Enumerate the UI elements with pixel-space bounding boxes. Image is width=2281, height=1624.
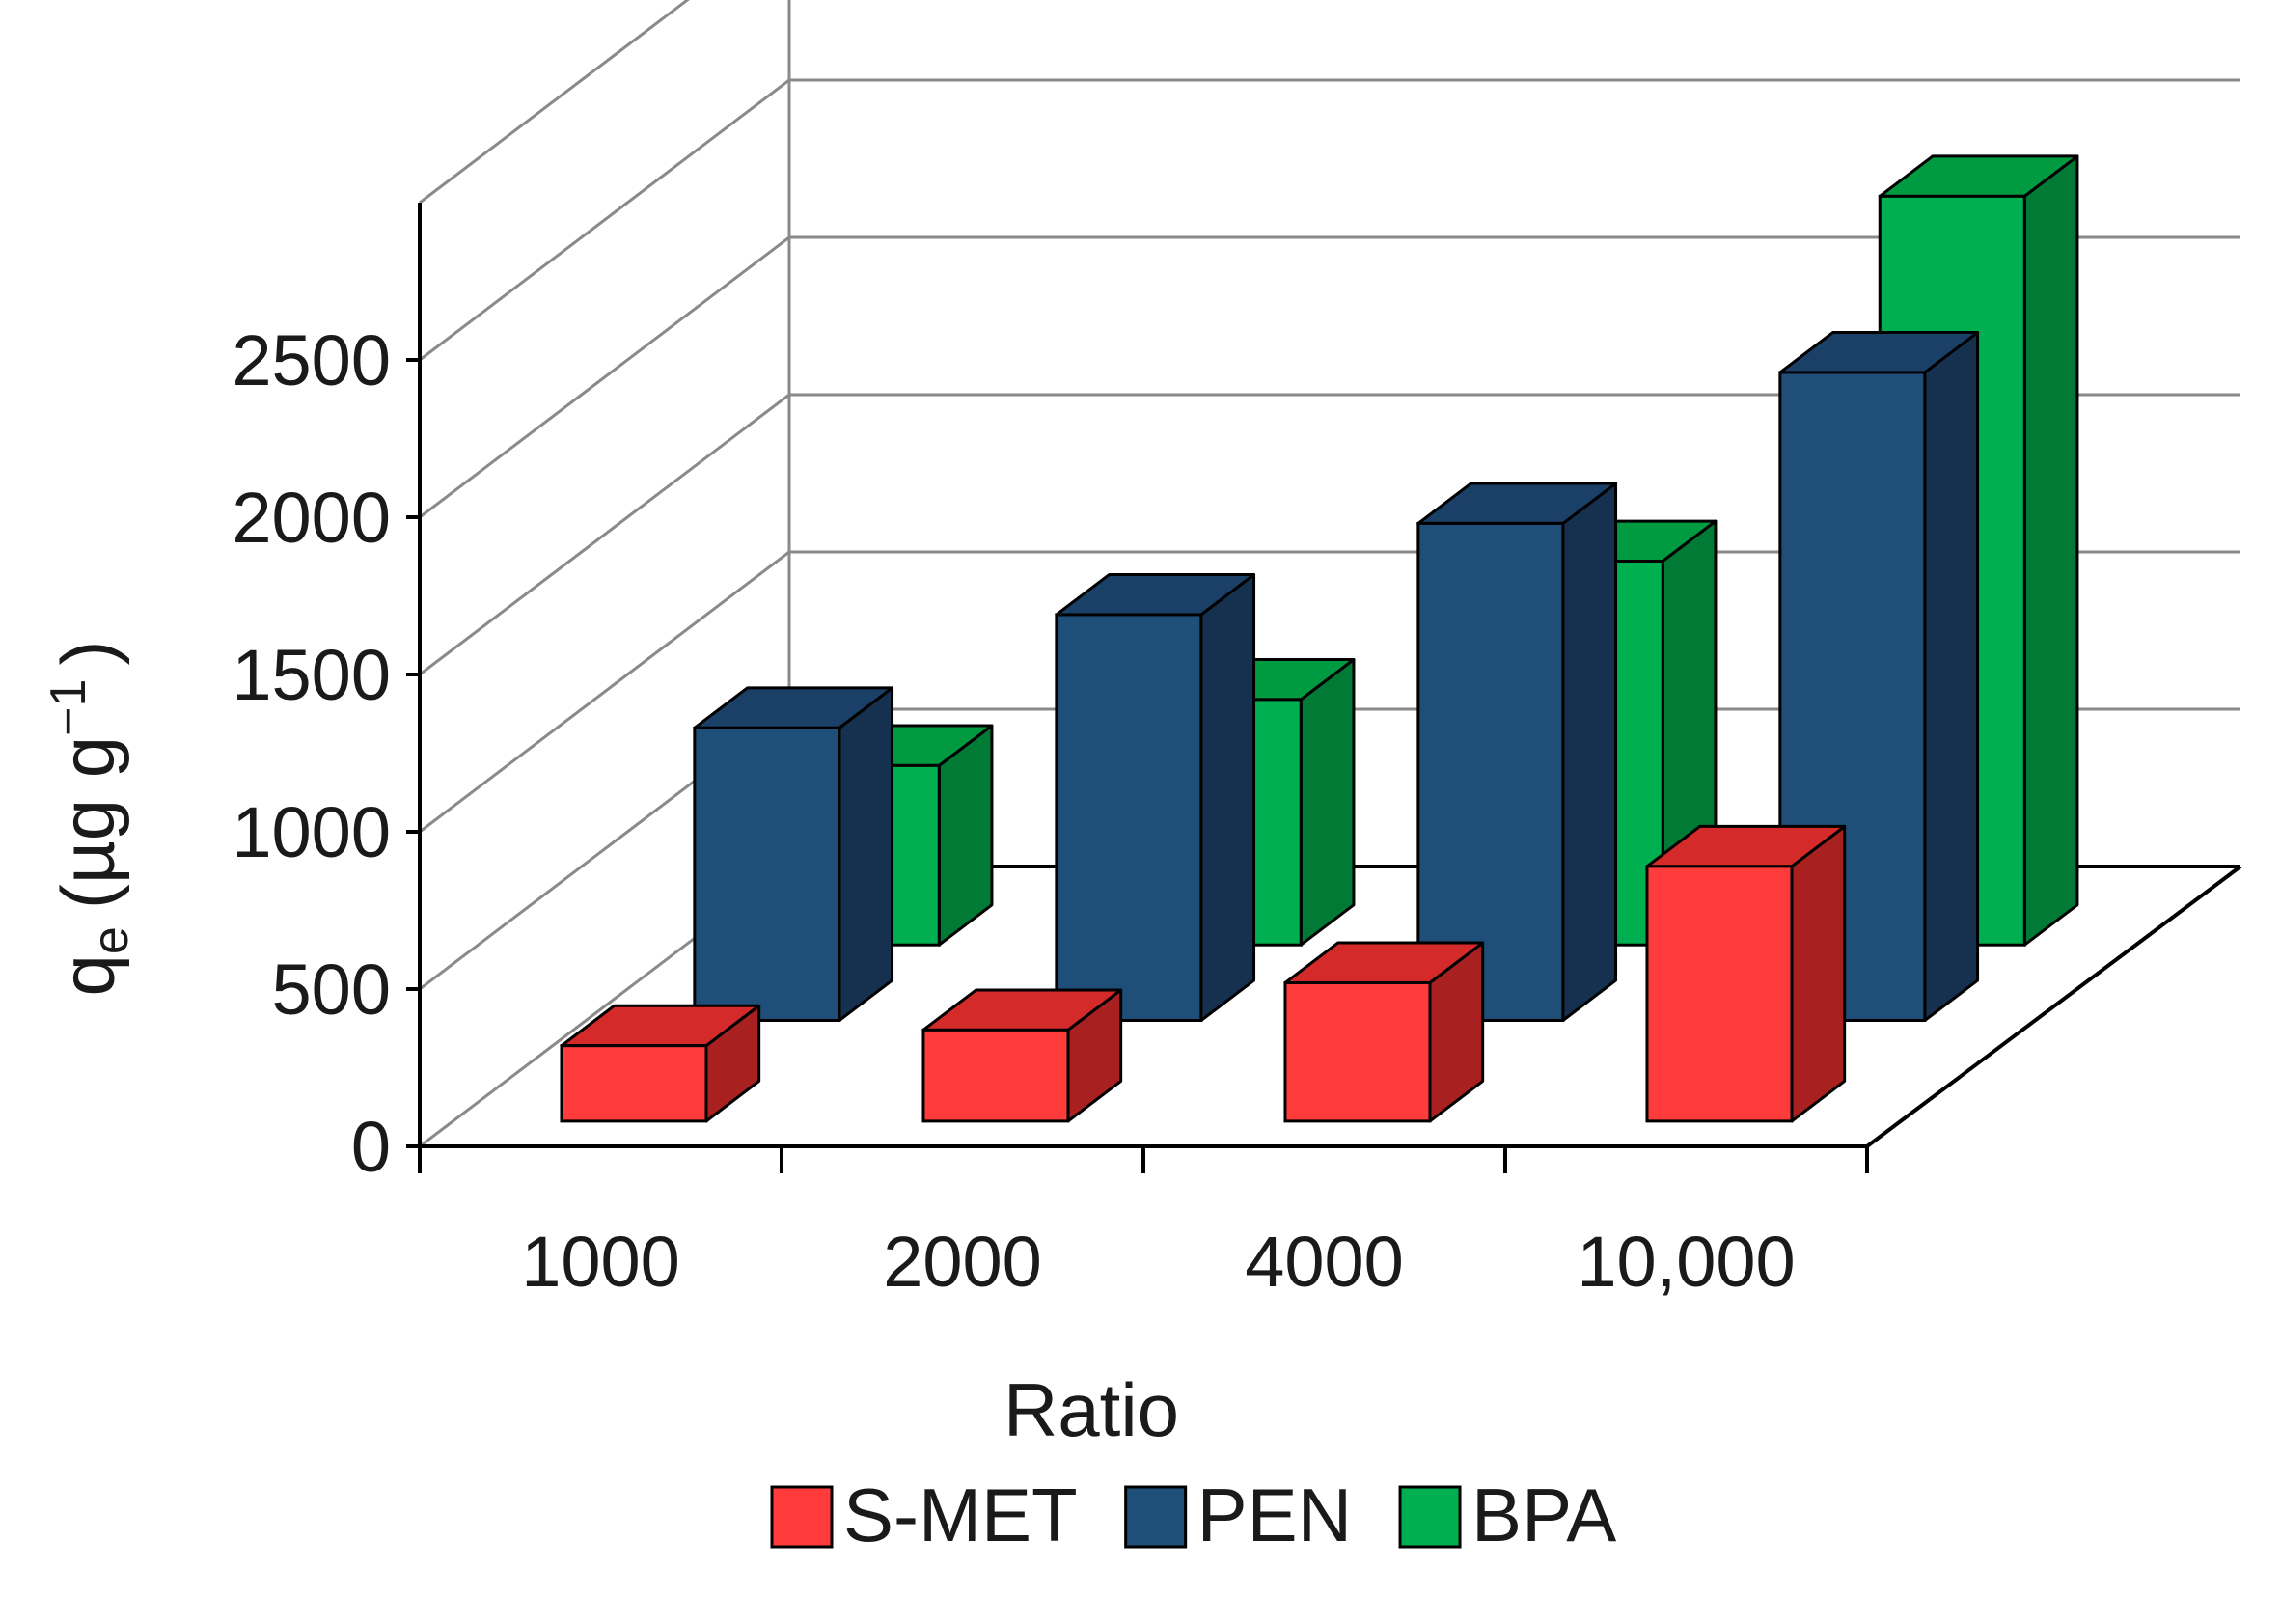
svg-text:qe(µg g−1): qe (µg g−1) bbox=[41, 641, 139, 997]
legend-label: BPA bbox=[1471, 1473, 1616, 1557]
x-axis-title: Ratio bbox=[1003, 1367, 1179, 1452]
y-axis-title-units: (µg g bbox=[45, 736, 130, 909]
bar-s-met-10000 bbox=[1645, 824, 1847, 1123]
y-axis-title-base: q bbox=[45, 954, 130, 996]
legend: S-MET PEN BPA bbox=[770, 1473, 1616, 1557]
y-axis-title-superscript: −1 bbox=[41, 679, 96, 736]
bar-s-met-2000 bbox=[921, 988, 1123, 1123]
y-tick-label: 1000 bbox=[232, 792, 391, 872]
x-tick-label: 4000 bbox=[1245, 1222, 1404, 1302]
axis-layer: 0 500 1000 1500 2000 2500 1000 2000 4000 10,000 bbox=[232, 203, 1869, 1302]
legend-swatch bbox=[1398, 1485, 1462, 1549]
bar-pen-10000 bbox=[1778, 331, 1980, 1022]
y-tick-label: 2500 bbox=[232, 320, 391, 400]
legend-label: S-MET bbox=[843, 1473, 1078, 1557]
y-axis-title-close: ) bbox=[45, 641, 130, 666]
side-gridline bbox=[419, 393, 790, 676]
bar-s-met-1000 bbox=[560, 1004, 761, 1123]
y-tick-label: 500 bbox=[272, 950, 391, 1030]
legend-item-pen: PEN bbox=[1124, 1473, 1352, 1557]
x-tick-label: 1000 bbox=[521, 1222, 680, 1302]
legend-item-bpa: BPA bbox=[1398, 1473, 1616, 1557]
bar-pen-2000 bbox=[1055, 573, 1256, 1023]
side-gridline bbox=[419, 78, 790, 362]
side-gridline bbox=[419, 550, 790, 834]
side-gridline bbox=[419, 235, 790, 519]
y-tick-label: 1500 bbox=[232, 635, 391, 715]
legend-label: PEN bbox=[1197, 1473, 1352, 1557]
legend-swatch bbox=[770, 1485, 834, 1549]
y-axis-title-subscript: e bbox=[83, 926, 139, 954]
x-tick-label: 10,000 bbox=[1577, 1222, 1795, 1302]
bars-layer bbox=[560, 154, 2079, 1123]
bar-pen-4000 bbox=[1416, 482, 1618, 1022]
legend-swatch bbox=[1124, 1485, 1188, 1549]
legend-item-s-met: S-MET bbox=[770, 1473, 1078, 1557]
y-axis-title: qe (µg g−1) bbox=[41, 641, 139, 997]
floor-right-edge bbox=[1865, 865, 2242, 1148]
y-tick-label: 0 bbox=[351, 1107, 391, 1187]
bar-s-met-4000 bbox=[1283, 941, 1485, 1123]
side-gridline bbox=[419, 0, 690, 205]
x-tick-label: 2000 bbox=[883, 1222, 1042, 1302]
y-tick-label: 2000 bbox=[232, 478, 391, 558]
bar-pen-1000 bbox=[693, 686, 894, 1022]
